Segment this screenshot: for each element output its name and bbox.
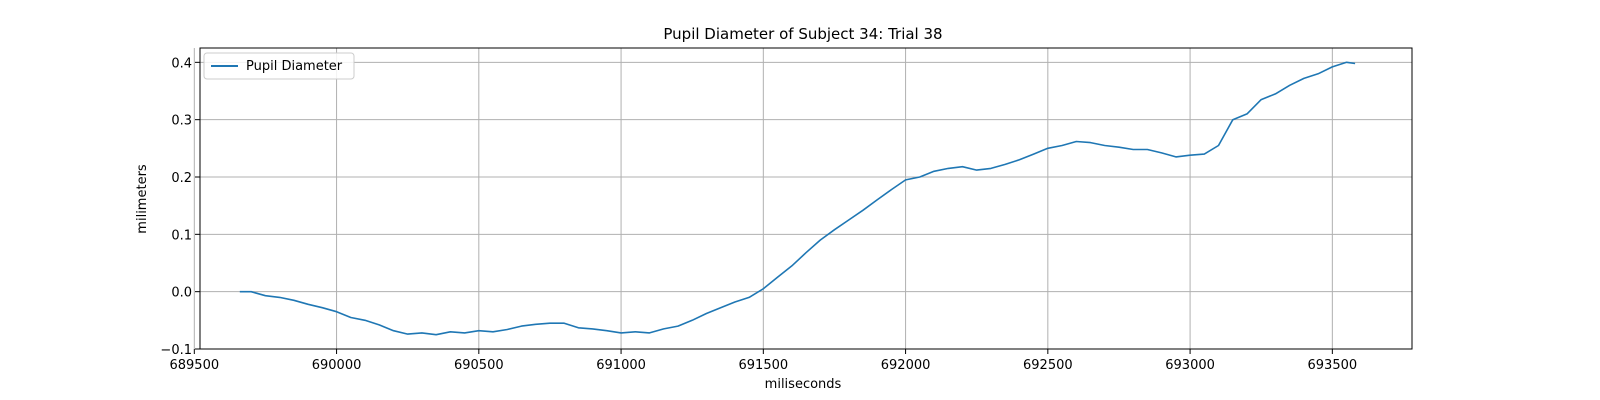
y-tick-label: 0.4 [171,56,192,71]
x-tick-label: 690500 [454,358,504,373]
y-tick-label: 0.0 [171,286,192,301]
x-axis: 689500 690000 690500 691000 691500 692000 6925… [169,349,1357,373]
plot-frame [199,47,1413,350]
legend: Pupil Diameter [203,52,355,80]
x-tick-label: 693500 [1308,358,1358,373]
chart-title: Pupil Diameter of Subject 34: Trial 38 [663,25,942,43]
x-tick-label: 691000 [596,358,646,373]
y-tick-label: −0.1 [160,343,192,358]
x-tick-label: 692500 [1023,358,1073,373]
x-axis-label: miliseconds [765,377,842,392]
x-tick-label: 690000 [312,358,362,373]
y-tick-label: 0.1 [171,228,192,243]
y-axis-label: milimeters [135,164,150,234]
x-tick-label: 689500 [169,358,219,373]
x-tick-label: 691500 [739,358,789,373]
y-tick-label: 0.2 [171,171,192,186]
x-tick-label: 693000 [1165,358,1215,373]
y-tick-label: 0.3 [171,114,192,129]
y-axis: −0.1 0.0 0.1 0.2 0.3 0.4 [160,56,200,358]
series-line-pupil-diameter [239,61,1356,336]
x-tick-label: 692000 [881,358,931,373]
legend-label: Pupil Diameter [246,59,343,74]
plot-area [239,61,1356,336]
legend-box [203,52,355,80]
grid [193,48,1412,350]
